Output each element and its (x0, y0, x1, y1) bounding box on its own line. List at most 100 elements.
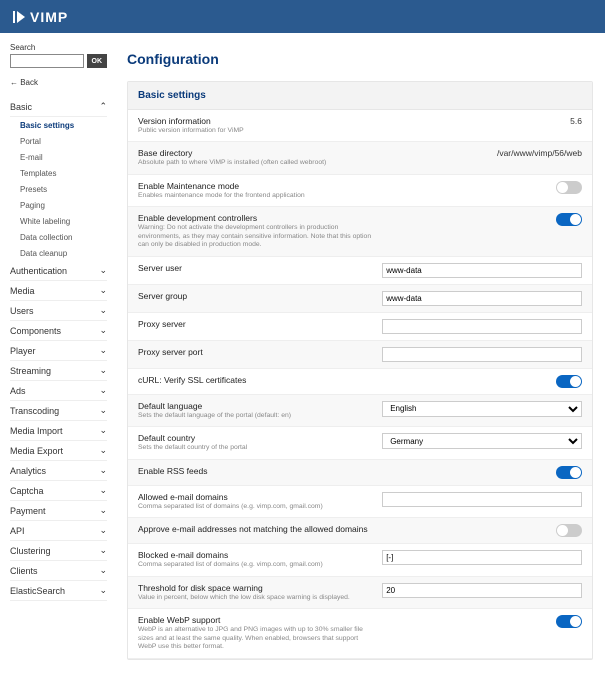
nav-section[interactable]: Basic⌃ (10, 97, 107, 117)
select-input[interactable]: English (382, 401, 582, 417)
text-input[interactable] (382, 347, 582, 362)
nav-sub-item[interactable]: Templates (20, 165, 107, 181)
chevron-down-icon: ⌄ (99, 345, 107, 356)
nav-section[interactable]: Payment⌄ (10, 501, 107, 521)
setting-label: Enable RSS feeds (138, 466, 376, 476)
setting-row: Threshold for disk space warningValue in… (128, 577, 592, 609)
back-link[interactable]: ← Back (10, 78, 107, 87)
toggle-switch[interactable] (556, 213, 582, 226)
nav-sub-item[interactable]: Basic settings (20, 117, 107, 133)
select-input[interactable]: Germany (382, 433, 582, 449)
nav-section[interactable]: Ads⌄ (10, 381, 107, 401)
setting-hint: Comma separated list of domains (e.g. vi… (138, 503, 376, 511)
nav-sub-item[interactable]: Presets (20, 181, 107, 197)
setting-hint: Enables maintenance mode for the fronten… (138, 192, 376, 200)
text-input[interactable] (382, 319, 582, 334)
setting-hint: Public version information for ViMP (138, 127, 376, 135)
nav-section[interactable]: Player ⌄ (10, 341, 107, 361)
setting-label-block: Server user (138, 263, 382, 273)
nav-sub-item[interactable]: Paging (20, 197, 107, 213)
setting-label: Server user (138, 263, 376, 273)
text-input[interactable] (382, 291, 582, 306)
chevron-down-icon: ⌄ (99, 305, 107, 316)
nav-section-label: Player (10, 346, 36, 356)
nav-section[interactable]: Transcoding⌄ (10, 401, 107, 421)
setting-row: Approve e-mail addresses not matching th… (128, 518, 592, 544)
setting-label: Enable WebP support (138, 615, 376, 625)
toggle-switch[interactable] (556, 375, 582, 388)
setting-control (382, 466, 582, 479)
toggle-knob (570, 616, 581, 627)
search-input[interactable] (10, 54, 84, 68)
setting-label-block: Enable RSS feeds (138, 466, 382, 476)
setting-control (382, 181, 582, 194)
nav-sub-item[interactable]: E-mail (20, 149, 107, 165)
toggle-switch[interactable] (556, 466, 582, 479)
play-icon (12, 10, 26, 24)
setting-control (382, 263, 582, 278)
text-input[interactable] (382, 583, 582, 598)
nav: Basic⌃Basic settingsPortalE-mailTemplate… (10, 97, 107, 601)
chevron-down-icon: ⌄ (99, 565, 107, 576)
chevron-down-icon: ⌄ (99, 545, 107, 556)
toggle-switch[interactable] (556, 524, 582, 537)
nav-sub-item[interactable]: Data cleanup (20, 245, 107, 261)
nav-sub-item[interactable]: White labeling (20, 213, 107, 229)
sidebar: Search OK ← Back Basic⌃Basic settingsPor… (0, 33, 115, 674)
text-input[interactable] (382, 550, 582, 565)
nav-section[interactable]: Clients⌄ (10, 561, 107, 581)
nav-section[interactable]: Authentication⌄ (10, 261, 107, 281)
setting-control (382, 492, 582, 507)
setting-control: 5.6 (382, 116, 582, 126)
setting-control (382, 615, 582, 628)
nav-section-label: Captcha (10, 486, 44, 496)
setting-label: Blocked e-mail domains (138, 550, 376, 560)
setting-label: Server group (138, 291, 376, 301)
nav-section[interactable]: Analytics⌄ (10, 461, 107, 481)
text-input[interactable] (382, 492, 582, 507)
nav-section[interactable]: Streaming⌄ (10, 361, 107, 381)
nav-section[interactable]: Users⌄ (10, 301, 107, 321)
chevron-down-icon: ⌄ (99, 365, 107, 376)
setting-control (382, 524, 582, 537)
text-input[interactable] (382, 263, 582, 278)
nav-section[interactable]: ElasticSearch⌄ (10, 581, 107, 601)
chevron-down-icon: ⌄ (99, 585, 107, 596)
nav-section[interactable]: API⌄ (10, 521, 107, 541)
setting-label-block: Server group (138, 291, 382, 301)
setting-control: English (382, 401, 582, 417)
setting-hint: Value in percent, below which the low di… (138, 594, 376, 602)
setting-label: Proxy server port (138, 347, 376, 357)
chevron-down-icon: ⌄ (99, 385, 107, 396)
toggle-knob (570, 467, 581, 478)
toggle-switch[interactable] (556, 181, 582, 194)
setting-control (382, 347, 582, 362)
setting-row: Blocked e-mail domainsComma separated li… (128, 544, 592, 576)
setting-label: Enable development controllers (138, 213, 376, 223)
chevron-down-icon: ⌄ (99, 265, 107, 276)
nav-section[interactable]: Captcha⌄ (10, 481, 107, 501)
setting-label: Enable Maintenance mode (138, 181, 376, 191)
nav-section[interactable]: Media Import⌄ (10, 421, 107, 441)
brand-text: VIMP (30, 9, 68, 25)
setting-row: Enable development controllersWarning: D… (128, 207, 592, 256)
setting-row: Allowed e-mail domainsComma separated li… (128, 486, 592, 518)
topbar: VIMP (0, 0, 605, 33)
setting-label: Default country (138, 433, 376, 443)
nav-section[interactable]: Media⌄ (10, 281, 107, 301)
setting-label: Default language (138, 401, 376, 411)
setting-row: Enable Maintenance modeEnables maintenan… (128, 175, 592, 207)
nav-section[interactable]: Clustering⌄ (10, 541, 107, 561)
toggle-switch[interactable] (556, 615, 582, 628)
nav-sub-item[interactable]: Portal (20, 133, 107, 149)
readonly-value: 5.6 (570, 116, 582, 126)
nav-section-label: Media Import (10, 426, 63, 436)
nav-section[interactable]: Components⌄ (10, 321, 107, 341)
nav-section[interactable]: Media Export⌄ (10, 441, 107, 461)
setting-control (382, 375, 582, 388)
chevron-down-icon: ⌄ (99, 405, 107, 416)
setting-label-block: Enable WebP supportWebP is an alternativ… (138, 615, 382, 651)
setting-hint: Sets the default language of the portal … (138, 412, 376, 420)
nav-sub-item[interactable]: Data collection (20, 229, 107, 245)
search-ok-button[interactable]: OK (87, 54, 108, 68)
